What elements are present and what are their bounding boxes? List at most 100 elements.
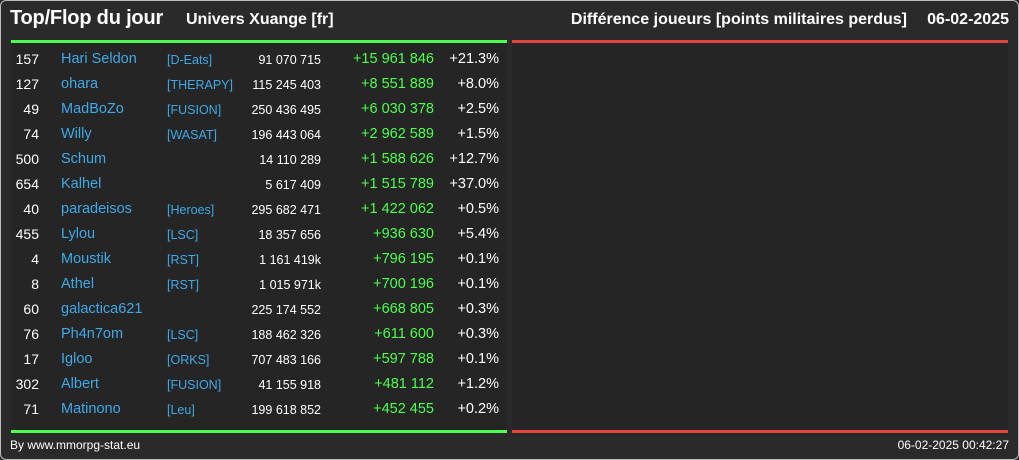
flop-panel [512, 43, 1008, 430]
points-difference: +597 788 [373, 351, 434, 367]
points-difference: +1 588 626 [361, 151, 434, 167]
player-points: 188 462 326 [251, 328, 321, 342]
points-difference: +1 515 789 [361, 176, 434, 192]
percent-change: +0.5% [457, 201, 499, 217]
alliance-tag-link[interactable]: [RST] [167, 253, 199, 267]
player-name-link[interactable]: Kalhel [61, 176, 102, 192]
universe-label: Univers Xuange [fr] [186, 11, 334, 28]
player-points: 91 070 715 [258, 53, 321, 67]
points-difference: +700 196 [373, 276, 434, 292]
points-difference: +936 630 [373, 226, 434, 242]
alliance-tag-link[interactable]: [D-Eats] [167, 53, 213, 67]
top-panel [11, 43, 507, 430]
list-item: 500 Schum 14 110 289 +1 588 626 +12.7% [11, 147, 507, 172]
percent-change: +0.1% [457, 351, 499, 367]
list-item: 157 Hari Seldon [D-Eats] 91 070 715 +15 961 … [11, 47, 507, 72]
percent-change: +8.0% [457, 76, 499, 92]
player-rank: 17 [23, 351, 39, 367]
alliance-tag-link[interactable]: [WASAT] [167, 128, 217, 142]
list-item: 49 MadBoZo [FUSION] 250 436 495 +6 030 378 +2… [11, 97, 507, 122]
percent-change: +1.5% [457, 126, 499, 142]
percent-change: +5.4% [457, 226, 499, 242]
top-panel-bottom-divider [11, 430, 507, 433]
flop-panel-bottom-divider [512, 430, 1008, 433]
player-points: 41 155 918 [258, 378, 321, 392]
points-difference: +668 805 [373, 301, 434, 317]
percent-change: +0.1% [457, 251, 499, 267]
points-difference: +452 455 [373, 401, 434, 417]
alliance-tag-link[interactable]: [Leu] [167, 403, 195, 417]
list-item: 654 Kalhel 5 617 409 +1 515 789 +37.0% [11, 172, 507, 197]
alliance-tag-link[interactable]: [THERAPY] [167, 78, 233, 92]
list-item: 71 Matinono [Leu] 199 618 852 +452 455 +0.2% [11, 397, 507, 422]
metric-label: Différence joueurs [points militaires pe… [570, 11, 907, 28]
player-points: 5 617 409 [265, 178, 321, 192]
player-points: 14 110 289 [259, 153, 321, 167]
player-name-link[interactable]: galactica621 [61, 301, 143, 317]
list-item: 302 Albert [FUSION] 41 155 918 +481 112 +1.2% [11, 372, 507, 397]
list-item: 74 Willy [WASAT] 196 443 064 +2 962 589 +1.5% [11, 122, 507, 147]
header-date: 06-02-2025 [927, 11, 1009, 28]
player-name-link[interactable]: Matinono [61, 401, 121, 417]
alliance-tag-link[interactable]: [LSC] [167, 228, 199, 242]
alliance-tag-link[interactable]: [Heroes] [167, 203, 215, 217]
player-name-link[interactable]: Hari Seldon [61, 51, 137, 67]
top-panel-top-divider [11, 40, 507, 43]
player-rank: 455 [15, 226, 39, 242]
player-name-link[interactable]: ohara [61, 76, 99, 92]
player-rank: 71 [23, 401, 39, 417]
points-difference: +481 112 [374, 376, 434, 392]
player-name-link[interactable]: Athel [61, 276, 95, 292]
points-difference: +6 030 378 [361, 101, 434, 117]
flop-panel-top-divider [512, 40, 1008, 43]
list-item: 8 Athel [RST] 1 015 971k +700 196 +0.1% [11, 272, 507, 297]
alliance-tag-link[interactable]: [FUSION] [167, 378, 222, 392]
site-credit[interactable]: By www.mmorpg-stat.eu [10, 438, 141, 452]
player-name-link[interactable]: Ph4n7om [61, 326, 124, 342]
alliance-tag-link[interactable]: [LSC] [167, 328, 199, 342]
player-rank: 74 [23, 126, 39, 142]
player-rank: 4 [31, 251, 39, 267]
player-name-link[interactable]: MadBoZo [61, 101, 124, 117]
player-points: 250 436 495 [251, 103, 321, 117]
player-rank: 40 [23, 201, 39, 217]
player-name-link[interactable]: Igloo [61, 351, 93, 367]
percent-change: +0.3% [457, 326, 499, 342]
percent-change: +21.3% [449, 51, 499, 67]
generated-timestamp: 06-02-2025 00:42:27 [897, 438, 1009, 452]
player-rank: 8 [31, 276, 39, 292]
list-item: 40 paradeisos [Heroes] 295 682 471 +1 422 06… [11, 197, 507, 222]
player-rank: 49 [23, 101, 39, 117]
player-name-link[interactable]: Willy [61, 126, 92, 142]
top-player-list: 157 Hari Seldon [D-Eats] 91 070 715 +15 961 … [11, 47, 507, 422]
player-name-link[interactable]: Albert [61, 376, 99, 392]
player-name-link[interactable]: Schum [61, 151, 107, 167]
percent-change: +0.3% [457, 301, 499, 317]
list-item: 127 ohara [THERAPY] 115 245 403 +8 551 889 +8… [11, 72, 507, 97]
percent-change: +1.2% [457, 376, 499, 392]
widget-title: Top/Flop du jour [10, 7, 164, 29]
player-rank: 76 [23, 326, 39, 342]
player-points: 225 174 552 [251, 303, 321, 317]
player-name-link[interactable]: Moustik [61, 251, 111, 267]
points-difference: +1 422 062 [361, 201, 434, 217]
player-points: 1 015 971k [259, 278, 321, 292]
percent-change: +0.1% [457, 276, 499, 292]
list-item: 4 Moustik [RST] 1 161 419k +796 195 +0.1% [11, 247, 507, 272]
list-item: 60 galactica621 225 174 552 +668 805 +0.3% [11, 297, 507, 322]
points-difference: +15 961 846 [352, 51, 434, 67]
player-points: 196 443 064 [251, 128, 321, 142]
alliance-tag-link[interactable]: [FUSION] [167, 103, 222, 117]
player-points: 295 682 471 [251, 203, 321, 217]
player-points: 707 483 166 [251, 353, 321, 367]
player-rank: 654 [15, 176, 39, 192]
alliance-tag-link[interactable]: [ORKS] [167, 353, 210, 367]
percent-change: +2.5% [457, 101, 499, 117]
points-difference: +2 962 589 [361, 126, 434, 142]
list-item: 17 Igloo [ORKS] 707 483 166 +597 788 +0.1% [11, 347, 507, 372]
player-name-link[interactable]: paradeisos [61, 201, 132, 217]
player-name-link[interactable]: Lylou [61, 226, 96, 242]
points-difference: +796 195 [373, 251, 434, 267]
player-points: 199 618 852 [251, 403, 321, 417]
alliance-tag-link[interactable]: [RST] [167, 278, 199, 292]
